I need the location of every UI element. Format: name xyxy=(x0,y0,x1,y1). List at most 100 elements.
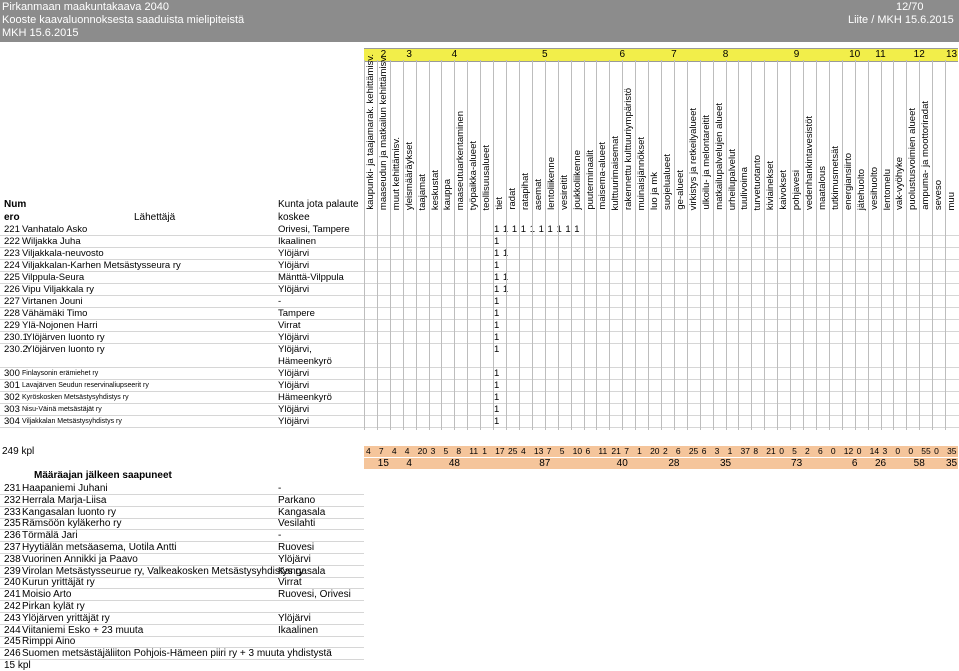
column-divider xyxy=(635,60,637,430)
row-divider xyxy=(0,391,959,392)
column-divider xyxy=(596,60,598,430)
column-divider xyxy=(803,60,805,430)
row-number: 221 xyxy=(4,224,20,235)
group-total: 6 xyxy=(851,458,858,469)
category-header: tutkimusmetsät xyxy=(829,146,841,210)
response-marks: 1 1 xyxy=(494,284,509,295)
column-group-6: 6 xyxy=(619,49,626,60)
row-number: 228 xyxy=(4,308,20,319)
row-divider xyxy=(0,271,959,272)
row-divider xyxy=(0,505,364,507)
column-total: 4 xyxy=(404,446,410,456)
row-number: 229 xyxy=(4,320,20,331)
row-divider xyxy=(0,635,364,637)
column-divider xyxy=(570,60,572,430)
municipality: Ylöjärvi xyxy=(278,248,310,259)
column-total: 20 xyxy=(417,446,428,456)
sender-name: Suomen metsästäjäliiton Pohjois-Hämeen p… xyxy=(22,648,332,660)
sender-name: Vuorinen Annikki ja Paavo xyxy=(22,553,138,565)
municipality: Ylöjärvi, xyxy=(278,344,312,355)
sender-label: Lähettäjä xyxy=(134,212,176,223)
row-divider xyxy=(0,307,959,308)
sender-name: Viljakkalan Metsästysyhdistys ry xyxy=(22,418,122,425)
column-divider xyxy=(428,60,430,430)
column-total: 7 xyxy=(624,446,629,456)
column-total: 10 xyxy=(572,446,583,456)
row-divider xyxy=(0,517,364,519)
municipality: Ylöjärvi xyxy=(278,332,310,343)
category-header: muu xyxy=(946,191,958,210)
header-title: Pirkanmaan maakuntakaava 2040 xyxy=(2,1,169,13)
row-divider xyxy=(0,659,364,661)
municipality: Ylöjärvi xyxy=(278,380,310,391)
sender-name: Haapaniemi Juhani xyxy=(22,483,108,494)
row-number: 238 xyxy=(4,553,21,565)
column-divider xyxy=(415,60,417,430)
row-divider xyxy=(0,553,364,554)
category-header: muut kehittämisv. xyxy=(390,136,402,210)
column-total: 6 xyxy=(675,446,681,456)
column-divider xyxy=(467,60,469,430)
column-divider xyxy=(738,60,740,430)
sender-name: Wiljakka Juha xyxy=(22,236,81,247)
appendix-label: Liite / MKH 15.6.2015 xyxy=(848,14,954,26)
category-header: teollisuusalueet xyxy=(481,144,493,211)
category-header: luo ja mk xyxy=(649,171,661,210)
category-header: ulkoilu- ja melontareitit xyxy=(700,115,712,210)
municipality: Virrat xyxy=(278,320,301,331)
column-total: 0 xyxy=(895,446,901,456)
column-divider xyxy=(648,60,650,430)
sender-name: Ylä-Nojonen Harri xyxy=(22,320,98,331)
category-header: urheilupalvelut xyxy=(726,148,738,210)
sender-name: Pirkan kylät ry xyxy=(22,601,85,612)
column-divider xyxy=(919,60,921,430)
category-header: pohjavesi xyxy=(791,169,803,210)
category-header: seveso xyxy=(933,179,945,210)
document-header: Pirkanmaan maakuntakaava 2040 Kooste kaa… xyxy=(0,0,959,42)
municipality: Ylöjärvi xyxy=(278,260,310,271)
column-divider xyxy=(454,60,456,430)
category-header: vak-vyöhyke xyxy=(894,157,906,210)
row-number: 236 xyxy=(4,530,21,542)
column-total: 6 xyxy=(585,446,591,456)
row-divider xyxy=(0,367,959,368)
category-header: maaseudun ja matkailun kehittämisv. xyxy=(377,54,389,210)
group-totals: 15 4 48 87 40 28 35 73 6 26 58 35 xyxy=(364,458,958,469)
row-divider xyxy=(0,564,364,566)
column-divider xyxy=(609,60,611,430)
column-group-5: 5 xyxy=(541,49,548,60)
column-total: 21 xyxy=(766,446,776,456)
municipality: Kangasala xyxy=(278,506,326,518)
column-group-8: 8 xyxy=(722,49,729,60)
sender-name: Viljakkala-neuvosto xyxy=(22,248,104,259)
sender-name: Nisu-Väinä metsästäjät ry xyxy=(22,406,102,413)
category-header: ratapihat xyxy=(519,173,531,210)
column-divider xyxy=(945,60,947,430)
column-total: 5 xyxy=(792,446,797,456)
row-number: 230.2 xyxy=(4,344,28,355)
row-number: 246 xyxy=(4,648,21,660)
column-divider xyxy=(518,60,520,430)
municipality: Vesilahti xyxy=(278,518,316,530)
late-total-count: 15 kpl xyxy=(4,660,31,671)
municipality: Ruovesi xyxy=(278,542,315,553)
category-header: joukkoliikenne xyxy=(571,150,583,210)
column-divider xyxy=(725,60,727,430)
total-count: 249 kpl xyxy=(2,446,35,457)
municipality: Ylöjärvi xyxy=(278,612,311,624)
column-total: 3 xyxy=(714,446,720,456)
row-divider xyxy=(0,331,959,332)
column-total: 11 xyxy=(598,446,608,456)
row-divider xyxy=(0,588,364,590)
column-total: 11 xyxy=(469,446,479,456)
column-divider xyxy=(932,60,934,430)
response-marks: 1 xyxy=(494,392,500,403)
sender-name: Vähämäki Timo xyxy=(22,308,88,319)
category-header: suojelualueet xyxy=(662,154,673,210)
category-header: puolustusvoimien alueet xyxy=(907,108,919,210)
row-number: 303 xyxy=(4,404,20,415)
column-group-9: 9 xyxy=(793,49,800,60)
municipality-label-2: koskee xyxy=(278,212,310,223)
row-divider xyxy=(0,623,364,625)
column-divider xyxy=(583,60,585,430)
